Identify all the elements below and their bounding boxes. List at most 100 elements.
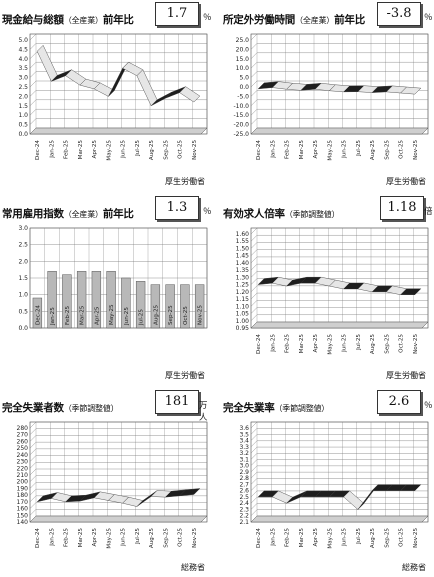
chart-floor (251, 128, 428, 134)
x-tick-label: Feb-25 (65, 306, 71, 325)
x-tick-label: Aug-25 (370, 140, 376, 160)
x-tick-label: Jul-25 (356, 140, 362, 157)
title-main: 完全失業率 (223, 402, 275, 414)
x-tick-label: Jul-25 (135, 140, 141, 157)
chart-unemprate: 3.63.53.43.33.23.13.02.92.82.72.62.52.42… (221, 418, 434, 563)
x-tick-label: May-25 (106, 528, 112, 549)
panel-title: 所定外労働時間（全産業）前年比 (223, 12, 365, 27)
source-label: 厚生労働省 (386, 370, 426, 381)
x-tick-label: Feb-25 (285, 140, 291, 159)
x-tick-label: Dec-24 (256, 140, 262, 160)
y-tick-label: 0.5 (18, 122, 28, 129)
y-tick-label: 0.0 (18, 131, 28, 138)
title-sub: （全産業） (64, 16, 103, 25)
x-tick-label: Jan-25 (270, 528, 276, 547)
x-tick-label: Sep-25 (163, 140, 169, 160)
x-tick-label: Jun-25 (342, 140, 348, 159)
y-tick-label: 20.0 (236, 46, 250, 53)
x-tick-label: Dec-24 (35, 305, 41, 325)
title-main: 完全失業者数 (2, 402, 64, 414)
y-tick-label: 3.0 (18, 75, 28, 82)
title-main: 所定外労働時間 (223, 14, 295, 26)
y-tick-label: 2.0 (18, 258, 28, 265)
y-tick-label: 15.0 (236, 56, 250, 63)
x-tick-label: Oct-25 (178, 140, 184, 159)
x-tick-label: Mar-25 (299, 140, 305, 160)
x-tick-label: Dec-24 (256, 528, 262, 548)
x-tick-label: Nov-25 (413, 528, 419, 548)
x-tick-label: Jul-25 (135, 528, 141, 545)
value-box: 1.3 (155, 196, 199, 220)
x-tick-label: Aug-25 (149, 528, 155, 548)
x-tick-label: Dec-24 (35, 140, 41, 160)
chart-overtime: 25.020.015.010.05.00.0-5.0-10.0-15.0-20.… (221, 30, 434, 175)
x-tick-label: Jan-25 (270, 140, 276, 159)
x-tick-label: Oct-25 (183, 306, 189, 325)
x-tick-label: Jul-25 (356, 528, 362, 545)
x-tick-label: Jul-25 (139, 309, 145, 326)
chart-floor (251, 322, 428, 328)
x-tick-label: Oct-25 (178, 528, 184, 547)
x-tick-label: Apr-25 (92, 140, 98, 159)
source-label: 総務省 (402, 562, 426, 573)
y-tick-label: 2.1 (239, 519, 249, 526)
x-tick-label: Nov-25 (198, 305, 204, 325)
y-tick-label: 0.0 (18, 325, 28, 332)
title-main: 現金給与総額 (2, 14, 64, 26)
x-tick-label: Jun-25 (342, 528, 348, 547)
x-tick-label: Nov-25 (192, 528, 198, 548)
x-tick-label: Jan-25 (50, 307, 56, 326)
value-unit: 倍 (424, 205, 433, 217)
x-tick-label: May-25 (327, 528, 333, 549)
y-tick-label: 1.0 (18, 292, 28, 299)
y-tick-label: 1.20 (236, 289, 250, 296)
title-sub: （季節調整値） (64, 404, 119, 413)
x-tick-label: Aug-25 (370, 528, 376, 548)
x-tick-label: Jun-25 (121, 528, 127, 547)
value-unit: ％ (424, 11, 433, 23)
plot-area (30, 34, 207, 134)
x-tick-label: Mar-25 (299, 334, 305, 354)
chart-jobratio: 1.601.551.501.451.401.351.301.251.201.15… (221, 224, 434, 369)
y-tick-label: 1.35 (236, 267, 250, 274)
value-unit: ％ (424, 399, 433, 411)
x-tick-label: Feb-25 (285, 528, 291, 547)
x-tick-label: May-25 (327, 140, 333, 161)
x-tick-label: Nov-25 (413, 140, 419, 160)
source-label: 厚生労働省 (386, 176, 426, 187)
x-tick-label: Mar-25 (299, 528, 305, 548)
x-tick-label: Apr-25 (313, 528, 319, 547)
x-tick-label: Jun-25 (342, 334, 348, 353)
y-tick-label: 1.45 (236, 253, 250, 260)
y-tick-label: 25.0 (236, 37, 250, 44)
y-tick-label: -5.0 (237, 93, 249, 100)
chart-unemployed: 2802702602502402302202102001901801701601… (0, 418, 213, 563)
x-tick-label: Mar-25 (78, 528, 84, 548)
y-tick-label: 140 (17, 519, 29, 526)
x-tick-label: Jan-25 (49, 528, 55, 547)
title-tail: 前年比 (103, 208, 134, 220)
value-box: 1.18 (380, 196, 424, 220)
y-tick-label: 2.0 (18, 93, 28, 100)
value-unit: ％ (203, 11, 212, 23)
y-tick-label: 2.5 (18, 242, 28, 249)
x-tick-label: Dec-24 (35, 528, 41, 548)
x-tick-label: Apr-25 (313, 140, 319, 159)
title-sub: （季節調整値） (275, 404, 330, 413)
y-tick-label: 1.30 (236, 274, 250, 281)
x-tick-label: Sep-25 (384, 334, 390, 354)
y-tick-label: 4.5 (18, 46, 28, 53)
x-tick-label: Apr-25 (94, 306, 100, 325)
title-sub: （全産業） (64, 210, 103, 219)
title-main: 常用雇用指数 (2, 208, 64, 220)
source-label: 厚生労働省 (165, 176, 205, 187)
x-tick-label: Nov-25 (192, 140, 198, 160)
source-label: 厚生労働省 (165, 370, 205, 381)
x-tick-label: Aug-25 (153, 305, 159, 325)
